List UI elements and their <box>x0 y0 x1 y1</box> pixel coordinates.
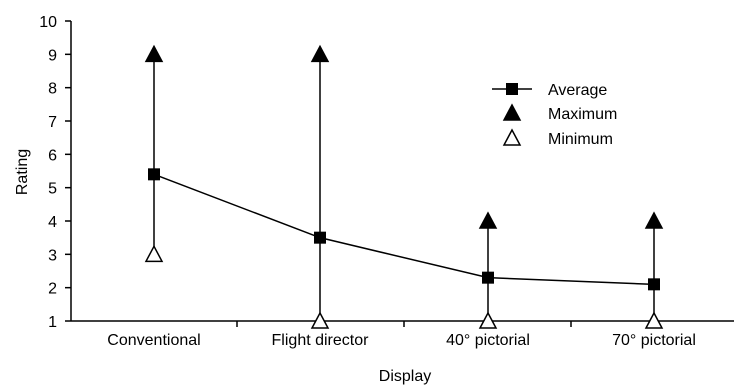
y-tick-label-3: 3 <box>48 247 57 264</box>
legend-label-average: Average <box>548 82 607 99</box>
y-axis-label: Rating <box>14 149 31 195</box>
series-lines <box>153 173 655 286</box>
x-tick-label-3: 40° pictorial <box>446 332 530 349</box>
x-tick-label-4: 70° pictorial <box>612 332 696 349</box>
y-tick-label-4: 4 <box>48 214 57 231</box>
y-tick-label-8: 8 <box>48 81 57 98</box>
x-axis-label: Display <box>379 368 431 385</box>
average-point-2 <box>314 231 326 244</box>
maximum-point-4 <box>644 211 664 229</box>
legend-minimum-marker <box>502 128 522 146</box>
x-tick-label-2: Flight director <box>272 332 370 349</box>
range-bars <box>153 54 655 321</box>
minimum-point-2 <box>310 311 330 329</box>
maximum-point-1 <box>144 44 164 63</box>
average-point-1 <box>148 168 160 181</box>
chart-marks <box>144 44 664 329</box>
minimum-point-1 <box>144 244 164 263</box>
minimum-point-4 <box>644 311 664 329</box>
legend: Average Maximum Minimum <box>492 82 617 148</box>
y-axis-ticks: 1 2 3 4 5 6 7 8 9 10 <box>39 14 71 331</box>
maximum-point-3 <box>478 211 498 229</box>
legend-maximum-marker <box>502 103 522 121</box>
average-line <box>153 173 655 286</box>
y-tick-label-2: 2 <box>48 281 57 298</box>
legend-label-minimum: Minimum <box>548 131 613 148</box>
y-tick-label-6: 6 <box>48 147 57 164</box>
y-tick-label-5: 5 <box>48 181 57 198</box>
average-point-3 <box>482 271 494 284</box>
average-point-4 <box>648 278 660 291</box>
legend-average-marker <box>506 83 518 95</box>
y-tick-label-10: 10 <box>39 14 57 31</box>
y-tick-label-9: 9 <box>48 47 57 64</box>
minimum-point-3 <box>478 311 498 329</box>
y-tick-label-7: 7 <box>48 114 57 131</box>
legend-label-maximum: Maximum <box>548 106 617 123</box>
y-tick-label-1: 1 <box>48 314 57 331</box>
x-tick-label-1: Conventional <box>107 332 200 349</box>
x-axis-ticks: Conventional Flight director 40° pictorial… <box>107 321 696 349</box>
axes <box>70 21 734 322</box>
maximum-point-2 <box>310 44 330 63</box>
